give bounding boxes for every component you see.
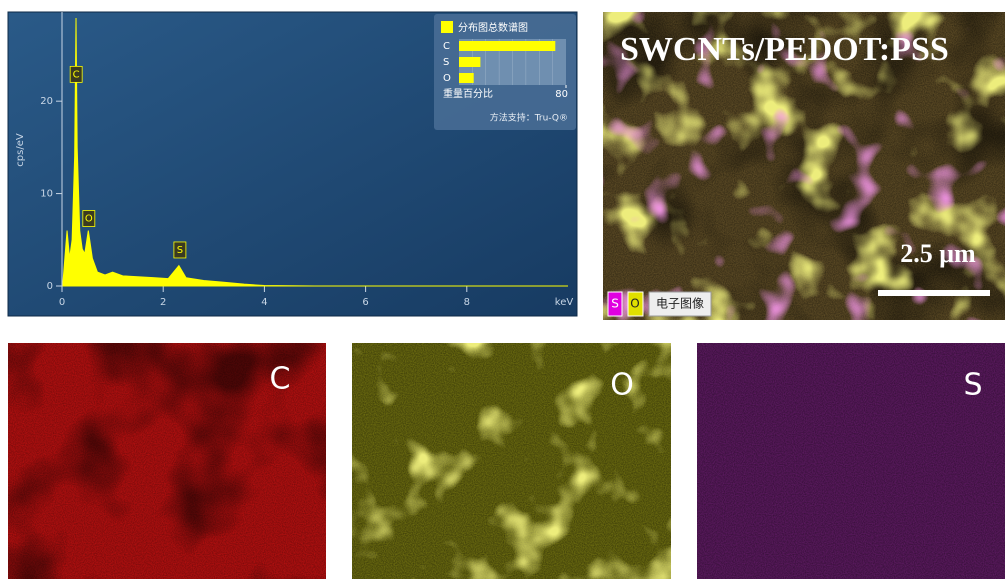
legend-swatch xyxy=(441,21,453,33)
footnote: 方法支持：Tru-Q® xyxy=(490,112,568,124)
y-axis-label: cps/eV xyxy=(15,133,26,167)
map-o: O xyxy=(352,343,671,579)
figure: 0246801020keVcps/eVCOS 分布图总数谱图CSO80重量百分比… xyxy=(0,0,1005,579)
bar xyxy=(459,41,555,51)
scale-bar xyxy=(878,290,990,296)
peak-label: S xyxy=(177,245,183,256)
y-tick-label: 10 xyxy=(40,189,53,200)
x-tick-label: 4 xyxy=(261,297,267,308)
category-label: C xyxy=(443,41,450,52)
x-axis-label: keV xyxy=(555,297,574,308)
map-s: S xyxy=(697,343,1005,579)
map-label: C xyxy=(270,362,291,397)
category-label: O xyxy=(443,73,451,84)
inset-title: 分布图总数谱图 xyxy=(458,21,528,34)
composite-image: SWCNTs/PEDOT:PSS 2.5 μm S O 电子图像 xyxy=(603,12,1005,320)
x-tick-label: 6 xyxy=(362,297,368,308)
x-axis-label: 重量百分比 xyxy=(443,87,493,100)
bar xyxy=(459,73,474,83)
image-title: SWCNTs/PEDOT:PSS xyxy=(620,31,949,68)
x-tick-label: 2 xyxy=(160,297,166,308)
legend-label: 电子图像 xyxy=(656,297,704,311)
peak-label: C xyxy=(73,69,80,80)
x-tick-label: 80 xyxy=(555,89,568,100)
x-tick-label: 0 xyxy=(59,297,65,308)
map-label: S xyxy=(963,368,982,403)
x-tick-label: 8 xyxy=(464,297,470,308)
legend-label: S xyxy=(611,297,619,311)
legend-label: O xyxy=(630,297,639,311)
bar xyxy=(459,57,480,67)
scale-label: 2.5 μm xyxy=(900,239,976,268)
peak-label: O xyxy=(85,214,93,225)
map-c: C xyxy=(8,343,326,579)
map-label: O xyxy=(610,368,634,403)
category-label: S xyxy=(443,57,449,68)
y-tick-label: 0 xyxy=(47,281,53,292)
y-tick-label: 20 xyxy=(40,96,53,107)
